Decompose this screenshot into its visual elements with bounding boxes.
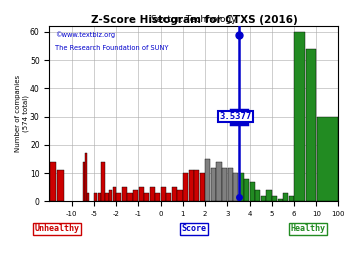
Text: Unhealthy: Unhealthy [34, 224, 79, 233]
Bar [83, 162, 85, 201]
Bar [161, 187, 166, 201]
Text: 3.5377: 3.5377 [220, 112, 252, 121]
Bar [261, 196, 266, 201]
Bar [200, 173, 205, 201]
Bar [150, 187, 155, 201]
Bar [105, 193, 108, 201]
Bar [102, 162, 105, 201]
Bar [57, 170, 64, 201]
Bar [250, 182, 255, 201]
Bar [50, 162, 57, 201]
Bar [139, 187, 144, 201]
Bar [189, 170, 194, 201]
Bar [113, 187, 116, 201]
Bar [216, 162, 221, 201]
Title: Z-Score Histogram for CTXS (2016): Z-Score Histogram for CTXS (2016) [91, 15, 297, 25]
Bar [116, 193, 121, 201]
Bar [233, 173, 238, 201]
Bar [85, 153, 87, 201]
Bar [109, 190, 112, 201]
Bar [239, 173, 244, 201]
Bar [98, 193, 101, 201]
Bar [278, 199, 283, 201]
Bar [317, 117, 338, 201]
Bar [266, 190, 271, 201]
Bar [283, 193, 288, 201]
Bar [294, 32, 305, 201]
Bar [127, 193, 132, 201]
Text: Sector: Technology: Sector: Technology [151, 15, 237, 24]
Bar [172, 187, 177, 201]
Text: ©www.textbiz.org: ©www.textbiz.org [55, 31, 115, 38]
Bar [228, 167, 233, 201]
Bar [194, 170, 199, 201]
Bar [244, 179, 249, 201]
Y-axis label: Number of companies
(574 total): Number of companies (574 total) [15, 75, 28, 152]
Bar [306, 49, 316, 201]
Bar [94, 193, 98, 201]
Bar [255, 190, 260, 201]
Bar [289, 196, 294, 201]
Bar [222, 167, 227, 201]
Text: Score: Score [181, 224, 206, 233]
Bar [133, 190, 138, 201]
Bar [166, 193, 171, 201]
Bar [183, 173, 188, 201]
Bar [144, 193, 149, 201]
Bar [272, 196, 277, 201]
Bar [87, 193, 89, 201]
Bar [177, 190, 183, 201]
Text: Healthy: Healthy [291, 224, 325, 233]
Bar [122, 187, 127, 201]
Bar [205, 159, 210, 201]
Bar [155, 193, 160, 201]
Bar [211, 167, 216, 201]
Text: The Research Foundation of SUNY: The Research Foundation of SUNY [55, 45, 168, 51]
